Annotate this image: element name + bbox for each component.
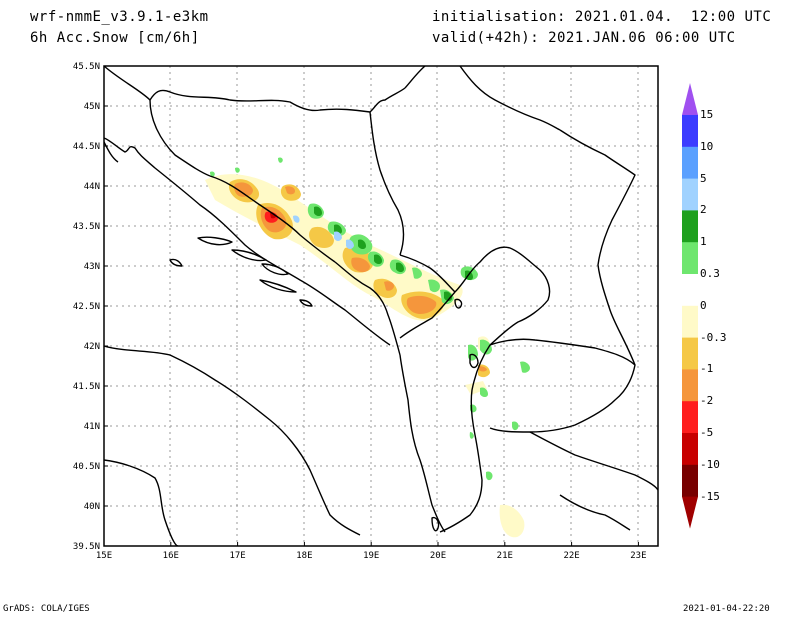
colorbar-label: 1 (700, 235, 707, 249)
colorbar-label: -10 (700, 457, 720, 471)
lon-tick-label: 18E (296, 551, 312, 561)
colorbar-label: -0.3 (700, 330, 727, 344)
longitude-tick-labels: 15E 16E 17E 18E 19E 20E 21E 22E 23E (96, 542, 647, 561)
colorbar (682, 83, 698, 529)
colorbar-swatch (682, 369, 698, 402)
coastlines-borders (104, 66, 658, 546)
lon-tick-label: 17E (229, 551, 245, 561)
colorbar-swatch (682, 210, 698, 243)
colorbar-top-arrow (682, 83, 698, 115)
lat-tick-label: 45N (84, 102, 100, 112)
lat-tick-label: 41N (84, 422, 100, 432)
lat-tick-label: 40.5N (73, 462, 100, 472)
colorbar-swatch (682, 305, 698, 339)
valid-time: valid(+42h): 2021.JAN.06 06:00 UTC (432, 30, 736, 46)
lon-tick-label: 23E (630, 551, 646, 561)
lat-tick-label: 40N (84, 502, 100, 512)
init-time: initialisation: 2021.01.04. 12:00 UTC (432, 9, 772, 25)
colorbar-swatch (682, 146, 698, 180)
lon-tick-label: 15E (96, 551, 112, 561)
colorbar-swatch (682, 464, 698, 498)
grid-lines (104, 66, 658, 546)
render-timestamp: 2021-01-04-22:20 (683, 604, 770, 614)
colorbar-label: 15 (700, 108, 714, 121)
lat-tick-label: 45.5N (73, 62, 100, 72)
lat-tick-label: 44.5N (73, 142, 100, 152)
colorbar-swatch (682, 115, 698, 148)
colorbar-swatch (682, 433, 698, 466)
colorbar-label: -2 (700, 394, 714, 408)
colorbar-label: 0 (700, 298, 707, 312)
snow-field (205, 157, 530, 538)
grads-credit: GrADS: COLA/IGES (3, 604, 90, 614)
colorbar-label: 5 (700, 171, 707, 185)
lat-tick-label: 39.5N (73, 542, 100, 552)
colorbar-bottom-arrow (682, 496, 698, 529)
lat-tick-label: 43.5N (73, 222, 100, 232)
lon-tick-label: 22E (563, 551, 579, 561)
lon-tick-label: 19E (363, 551, 379, 561)
colorbar-label: -5 (700, 426, 714, 439)
colorbar-swatch (682, 337, 698, 370)
lon-tick-label: 21E (497, 551, 513, 561)
lat-tick-label: 42N (84, 342, 100, 352)
lat-tick-label: 44N (84, 182, 100, 192)
colorbar-swatch (682, 401, 698, 434)
colorbar-label: 2 (700, 203, 707, 217)
model-title: wrf-nmmE_v3.9.1-e3km (30, 9, 209, 25)
colorbar-swatch (682, 274, 698, 307)
colorbar-label: 10 (700, 139, 714, 153)
lat-tick-label: 42.5N (73, 302, 100, 312)
variable-title: 6h Acc.Snow [cm/6h] (30, 30, 200, 46)
colorbar-swatch (682, 242, 698, 275)
latitude-tick-labels: 45.5N 45N 44.5N 44N 43.5N 43N 42.5N 42N 41.5N 41N… (73, 62, 108, 552)
colorbar-label: 0.3 (700, 267, 720, 280)
lon-tick-label: 20E (430, 551, 446, 561)
colorbar-label: -15 (700, 489, 720, 503)
lat-tick-label: 43N (84, 262, 100, 272)
lat-tick-label: 41.5N (73, 382, 100, 392)
lon-tick-label: 16E (163, 551, 179, 561)
colorbar-label: -1 (700, 362, 714, 376)
colorbar-swatch (682, 178, 698, 211)
